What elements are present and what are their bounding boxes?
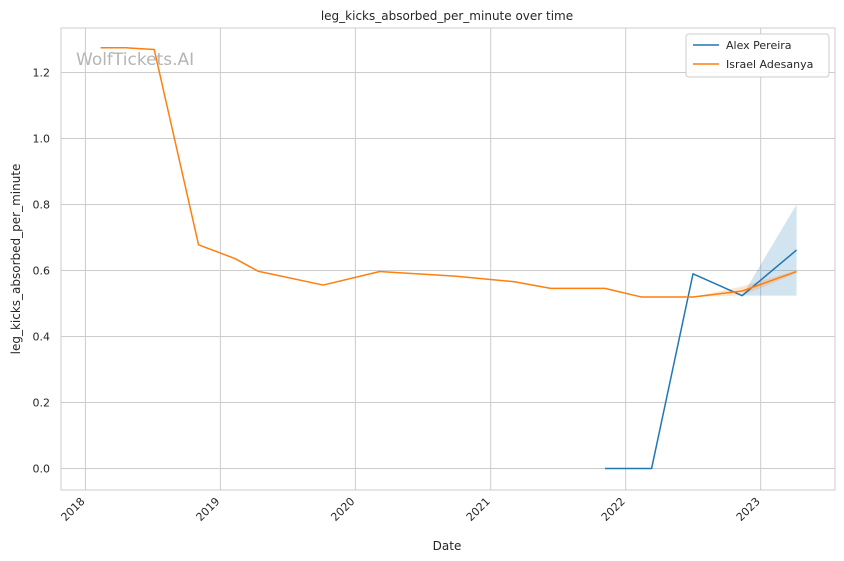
y-axis-label: leg_kicks_absorbed_per_minute <box>9 164 23 355</box>
x-axis-label: Date <box>433 539 462 553</box>
legend-label-alex-pereira: Alex Pereira <box>726 39 792 52</box>
plot-area <box>60 27 836 491</box>
y-tick-label: 0.6 <box>33 265 51 278</box>
chart-title: leg_kicks_absorbed_per_minute over time <box>321 9 573 23</box>
grid-lines <box>61 28 835 490</box>
plot-background <box>61 28 835 490</box>
series-line-0 <box>604 249 798 470</box>
series-line-1 <box>100 47 797 298</box>
legend-box <box>685 33 830 78</box>
watermark: WolfTickets.AI <box>76 50 194 70</box>
legend: Alex Pereira Israel Adesanya <box>685 33 830 78</box>
y-tick-label: 1.2 <box>33 67 51 80</box>
y-tick-label: 0.4 <box>33 331 51 344</box>
confidence-band-series-1 <box>692 270 797 297</box>
confidence-bands <box>692 204 797 297</box>
confidence-band-series-0 <box>742 204 797 296</box>
y-tick-label: 1.0 <box>33 133 51 146</box>
y-tick-label: 0.2 <box>33 397 51 410</box>
plot-frame <box>60 27 836 491</box>
y-tick-label: 0.0 <box>33 463 51 476</box>
y-tick-label: 0.8 <box>33 199 51 212</box>
series-lines <box>100 47 798 470</box>
legend-label-israel-adesanya: Israel Adesanya <box>726 58 813 71</box>
